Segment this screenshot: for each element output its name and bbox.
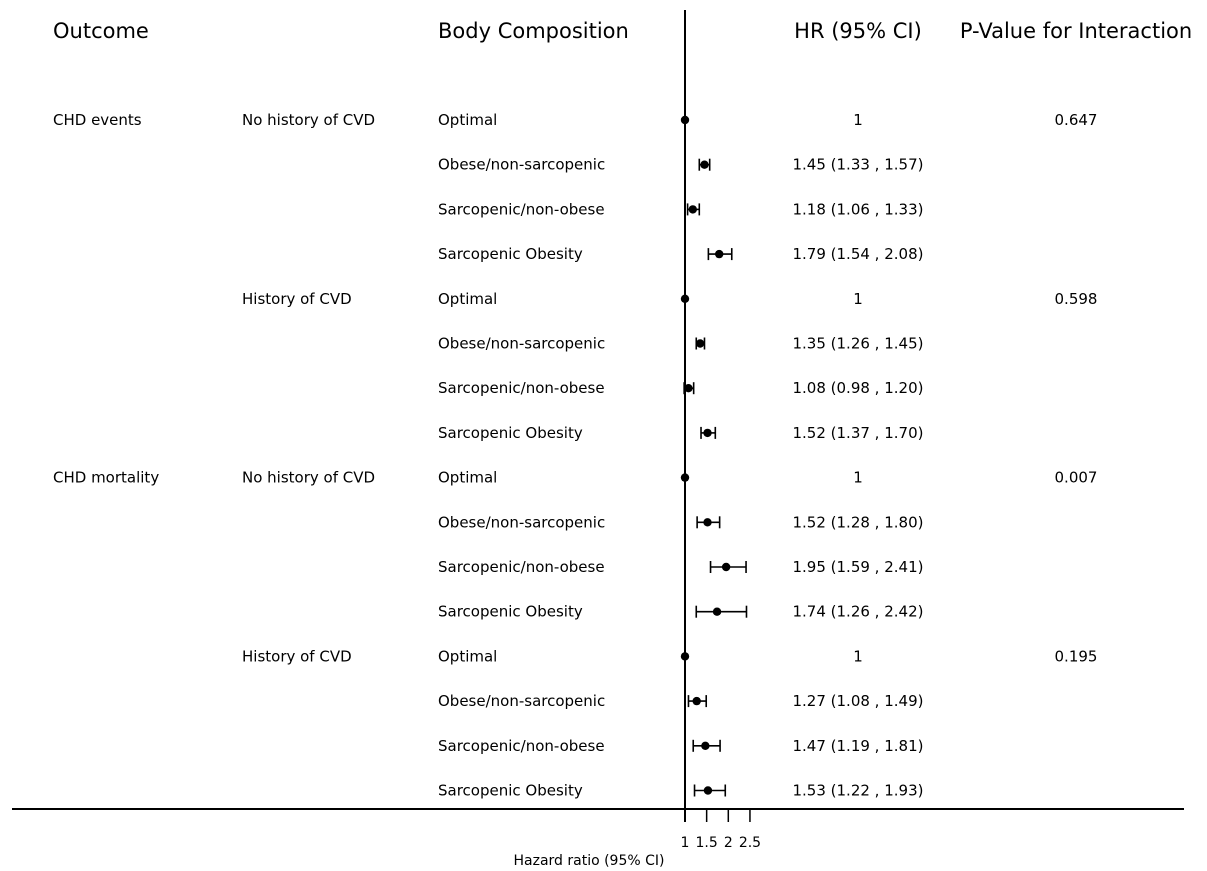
rows-layer: CHD events No history of CVD Optimal 1 0.647… <box>53 111 1097 800</box>
hr-ci-value: 1 <box>853 290 863 308</box>
table-row: Obese/non-sarcopenic 1.35 (1.26 , 1.45) <box>438 335 923 353</box>
subgroup-label: No history of CVD <box>242 111 375 129</box>
table-row: Obese/non-sarcopenic 1.27 (1.08 , 1.49) <box>438 692 923 710</box>
subgroup-label: No history of CVD <box>242 469 375 487</box>
hr-point <box>680 652 690 661</box>
hr-point <box>680 115 690 125</box>
header-body-composition: Body Composition <box>438 19 629 43</box>
category-label: Obese/non-sarcopenic <box>438 692 605 710</box>
hr-point <box>680 473 690 482</box>
table-row: Sarcopenic Obesity 1.74 (1.26 , 2.42) <box>438 603 923 621</box>
outcome-label: CHD mortality <box>53 469 159 487</box>
hr-point <box>695 339 705 348</box>
table-row: Sarcopenic Obesity 1.79 (1.54 , 2.08) <box>438 245 923 263</box>
category-label: Sarcopenic Obesity <box>438 424 583 442</box>
hr-point <box>715 249 724 259</box>
hr-ci-value: 1.18 (1.06 , 1.33) <box>793 200 924 218</box>
hr-ci-value: 1.45 (1.33 , 1.57) <box>793 156 924 174</box>
hr-ci-value: 1.53 (1.22 , 1.93) <box>793 782 924 800</box>
category-label: Optimal <box>438 290 497 308</box>
p-value: 0.598 <box>1055 290 1098 308</box>
subgroup-label: History of CVD <box>242 290 352 308</box>
table-row: CHD events No history of CVD Optimal 1 0.647 <box>53 111 1097 129</box>
hr-ci-value: 1 <box>853 111 863 129</box>
table-row: Obese/non-sarcopenic 1.45 (1.33 , 1.57) <box>438 156 923 174</box>
category-label: Sarcopenic/non-obese <box>438 200 605 218</box>
hr-ci-value: 1.52 (1.28 , 1.80) <box>793 513 924 531</box>
table-row: Sarcopenic Obesity 1.52 (1.37 , 1.70) <box>438 424 923 442</box>
hr-point <box>721 562 731 572</box>
x-tick-label: 2.5 <box>739 835 761 851</box>
x-tick-label: 2 <box>724 835 733 851</box>
hr-ci-value: 1.95 (1.59 , 2.41) <box>793 558 924 576</box>
category-label: Sarcopenic Obesity <box>438 603 583 621</box>
hr-point <box>701 741 710 750</box>
table-row: Sarcopenic Obesity 1.53 (1.22 , 1.93) <box>438 782 923 800</box>
hr-point <box>700 160 709 169</box>
hr-ci-value: 1.47 (1.19 , 1.81) <box>793 737 924 755</box>
hr-ci-value: 1.08 (0.98 , 1.20) <box>793 379 924 397</box>
header-p-value: P-Value for Interaction <box>960 19 1192 43</box>
x-axis-label: Hazard ratio (95% CI) <box>513 853 664 869</box>
table-row: CHD mortality No history of CVD Optimal 1 0.… <box>53 469 1097 487</box>
table-row: History of CVD Optimal 1 0.598 <box>242 290 1097 308</box>
hr-point <box>703 428 712 438</box>
outcome-label: CHD events <box>53 111 142 129</box>
table-row: Sarcopenic/non-obese 1.08 (0.98 , 1.20) <box>438 379 923 397</box>
hr-ci-value: 1.27 (1.08 , 1.49) <box>793 692 924 710</box>
hr-point <box>703 518 712 527</box>
table-row: Obese/non-sarcopenic 1.52 (1.28 , 1.80) <box>438 513 923 531</box>
hr-ci-value: 1.74 (1.26 , 2.42) <box>793 603 924 621</box>
table-row: Sarcopenic/non-obese 1.47 (1.19 , 1.81) <box>438 737 923 755</box>
category-label: Obese/non-sarcopenic <box>438 335 605 353</box>
category-label: Sarcopenic Obesity <box>438 245 583 263</box>
hr-point <box>692 696 701 706</box>
category-label: Sarcopenic Obesity <box>438 782 583 800</box>
hr-ci-value: 1.35 (1.26 , 1.45) <box>793 335 924 353</box>
p-value: 0.647 <box>1055 111 1098 129</box>
category-label: Optimal <box>438 647 497 665</box>
x-tick-label: 1 <box>681 835 690 851</box>
hr-point <box>712 607 722 616</box>
header-outcome: Outcome <box>53 19 149 43</box>
hr-ci-value: 1 <box>853 469 863 487</box>
category-label: Obese/non-sarcopenic <box>438 156 605 174</box>
hr-ci-value: 1 <box>853 647 863 665</box>
table-row: Sarcopenic/non-obese 1.95 (1.59 , 2.41) <box>438 558 923 576</box>
x-tick-label: 1.5 <box>696 835 718 851</box>
table-row: History of CVD Optimal 1 0.195 <box>242 647 1097 665</box>
hr-ci-value: 1.79 (1.54 , 2.08) <box>793 245 924 263</box>
hr-point <box>680 294 690 303</box>
header-hr: HR (95% CI) <box>794 19 922 43</box>
hr-point <box>684 384 693 393</box>
hr-point <box>688 205 697 214</box>
table-row: Sarcopenic/non-obese 1.18 (1.06 , 1.33) <box>438 200 923 218</box>
hr-ci-value: 1.52 (1.37 , 1.70) <box>793 424 924 442</box>
hr-point <box>703 786 713 795</box>
subgroup-label: History of CVD <box>242 647 352 665</box>
category-label: Sarcopenic/non-obese <box>438 379 605 397</box>
p-value: 0.007 <box>1055 469 1098 487</box>
category-label: Sarcopenic/non-obese <box>438 737 605 755</box>
category-label: Optimal <box>438 111 497 129</box>
category-label: Obese/non-sarcopenic <box>438 513 605 531</box>
axis-layer: 1 1.5 2 2.5 <box>681 809 761 851</box>
p-value: 0.195 <box>1055 647 1098 665</box>
category-label: Optimal <box>438 469 497 487</box>
category-label: Sarcopenic/non-obese <box>438 558 605 576</box>
